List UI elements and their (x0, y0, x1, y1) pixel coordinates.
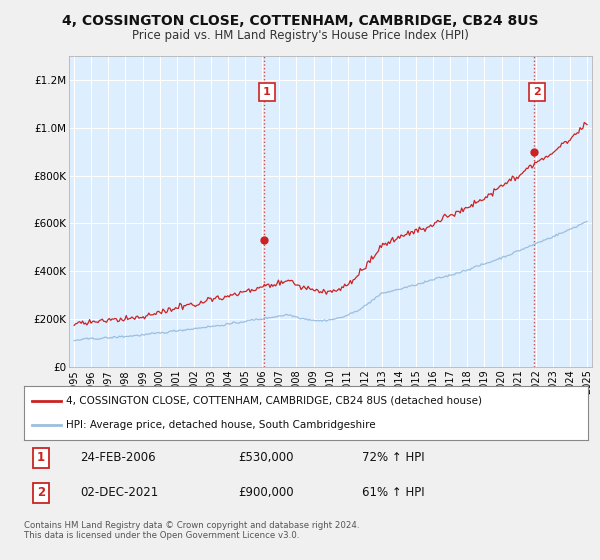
Text: 4, COSSINGTON CLOSE, COTTENHAM, CAMBRIDGE, CB24 8US: 4, COSSINGTON CLOSE, COTTENHAM, CAMBRIDG… (62, 14, 538, 28)
Text: 1: 1 (37, 451, 45, 464)
Text: 2: 2 (37, 486, 45, 500)
Text: £530,000: £530,000 (238, 451, 294, 464)
Text: Contains HM Land Registry data © Crown copyright and database right 2024.
This d: Contains HM Land Registry data © Crown c… (24, 521, 359, 540)
Text: £900,000: £900,000 (238, 486, 294, 500)
Text: HPI: Average price, detached house, South Cambridgeshire: HPI: Average price, detached house, Sout… (66, 420, 376, 430)
Text: Price paid vs. HM Land Registry's House Price Index (HPI): Price paid vs. HM Land Registry's House … (131, 29, 469, 42)
Text: 2: 2 (533, 87, 541, 97)
Text: 24-FEB-2006: 24-FEB-2006 (80, 451, 156, 464)
Text: 61% ↑ HPI: 61% ↑ HPI (362, 486, 425, 500)
Text: 4, COSSINGTON CLOSE, COTTENHAM, CAMBRIDGE, CB24 8US (detached house): 4, COSSINGTON CLOSE, COTTENHAM, CAMBRIDG… (66, 396, 482, 406)
Text: 72% ↑ HPI: 72% ↑ HPI (362, 451, 425, 464)
Text: 02-DEC-2021: 02-DEC-2021 (80, 486, 158, 500)
Text: 1: 1 (263, 87, 271, 97)
